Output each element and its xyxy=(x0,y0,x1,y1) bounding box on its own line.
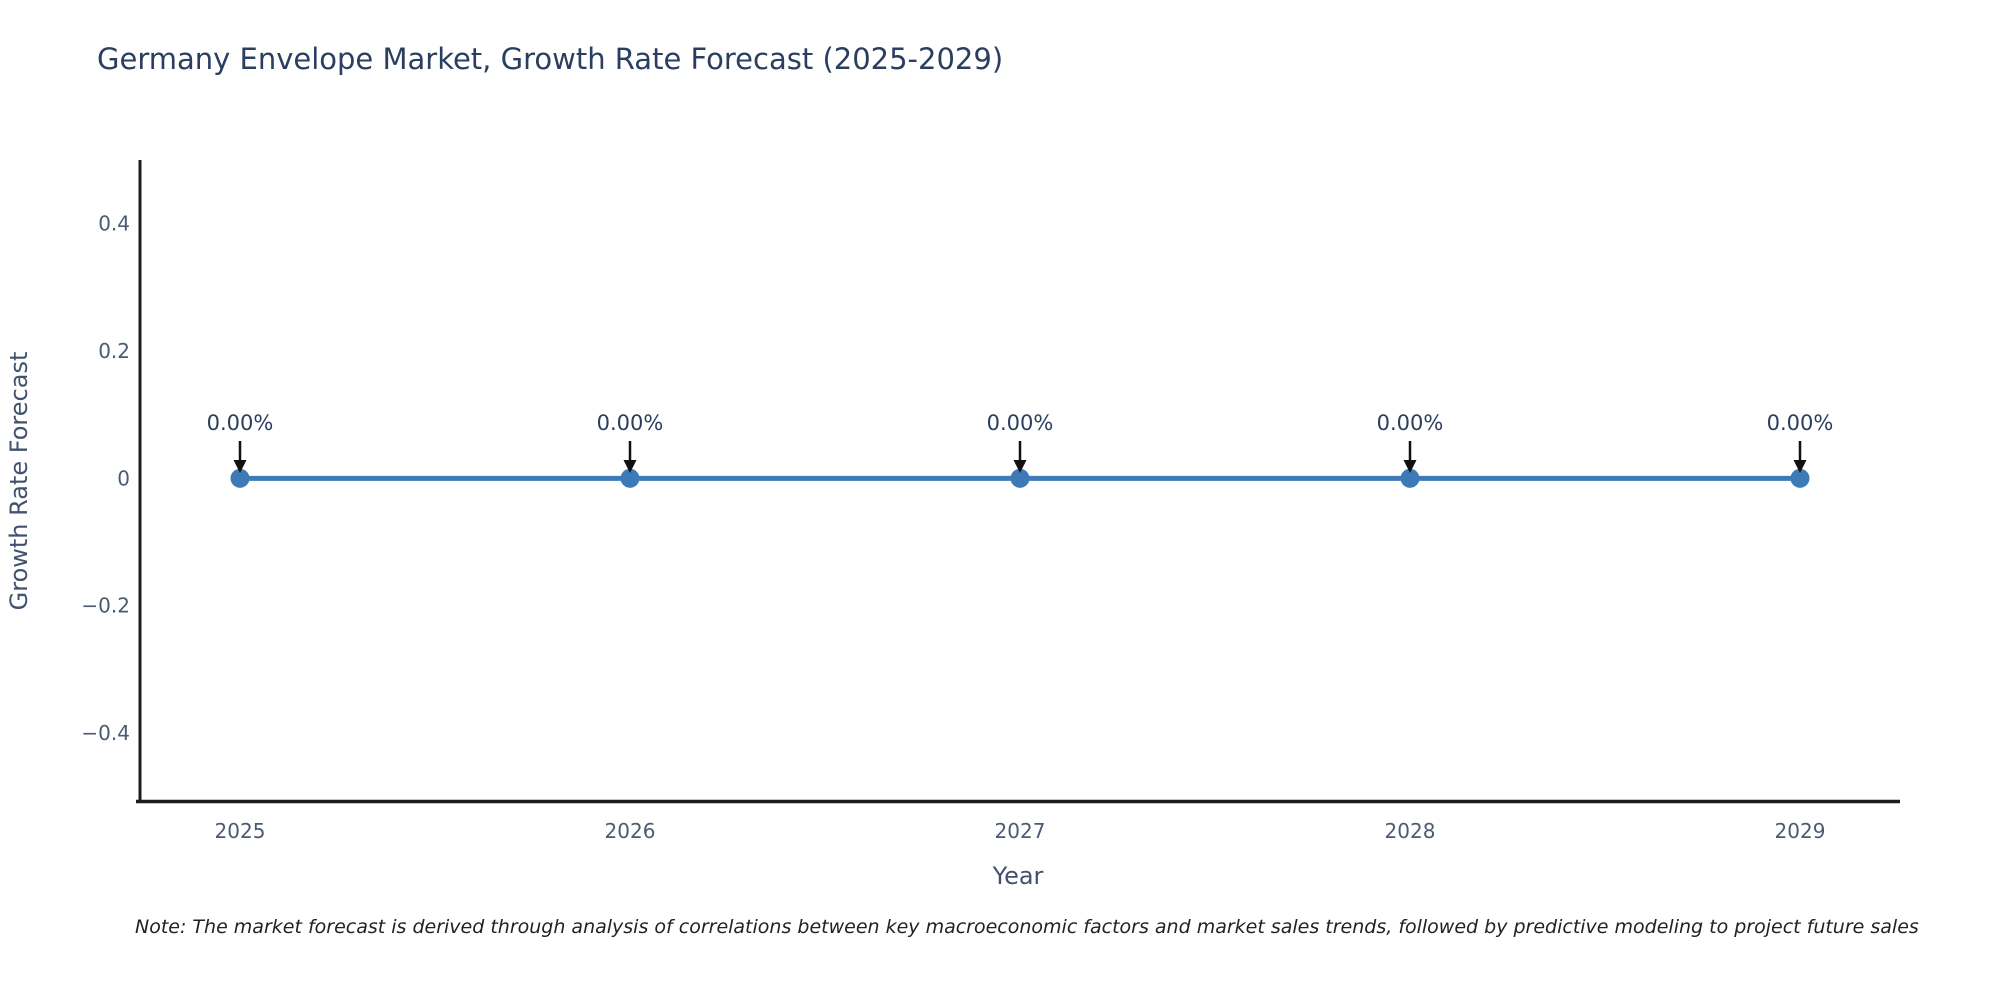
x-tick-label: 2029 xyxy=(1775,819,1826,843)
data-point-label: 0.00% xyxy=(207,411,274,435)
x-tick-label: 2025 xyxy=(215,819,266,843)
chart-title: Germany Envelope Market, Growth Rate For… xyxy=(97,42,1004,76)
data-point-label: 0.00% xyxy=(1377,411,1444,435)
data-point-label: 0.00% xyxy=(1767,411,1834,435)
annotation-arrow-head xyxy=(623,460,637,473)
y-tick-label: −0.2 xyxy=(81,594,130,618)
data-point-marker[interactable] xyxy=(1400,468,1420,488)
x-tick-label: 2026 xyxy=(605,819,656,843)
y-tick-label: 0.2 xyxy=(98,339,130,363)
data-point-label: 0.00% xyxy=(987,411,1054,435)
y-tick-label: −0.4 xyxy=(81,721,130,745)
data-point-marker[interactable] xyxy=(230,468,250,488)
y-tick-label: 0.4 xyxy=(98,212,130,236)
data-point-marker[interactable] xyxy=(620,468,640,488)
x-tick-label: 2028 xyxy=(1385,819,1436,843)
data-point-marker[interactable] xyxy=(1790,468,1810,488)
x-axis-title: Year xyxy=(992,862,1044,890)
annotation-arrow-head xyxy=(233,460,247,473)
y-axis-title: Growth Rate Forecast xyxy=(5,352,33,611)
data-point-marker[interactable] xyxy=(1010,468,1030,488)
annotation-arrow-head xyxy=(1013,460,1027,473)
annotation-arrow-head xyxy=(1793,460,1807,473)
chart-footnote: Note: The market forecast is derived thr… xyxy=(135,916,1919,938)
x-tick-label: 2027 xyxy=(995,819,1046,843)
y-tick-label: 0 xyxy=(117,466,130,490)
data-point-label: 0.00% xyxy=(597,411,664,435)
annotation-arrow-head xyxy=(1403,460,1417,473)
